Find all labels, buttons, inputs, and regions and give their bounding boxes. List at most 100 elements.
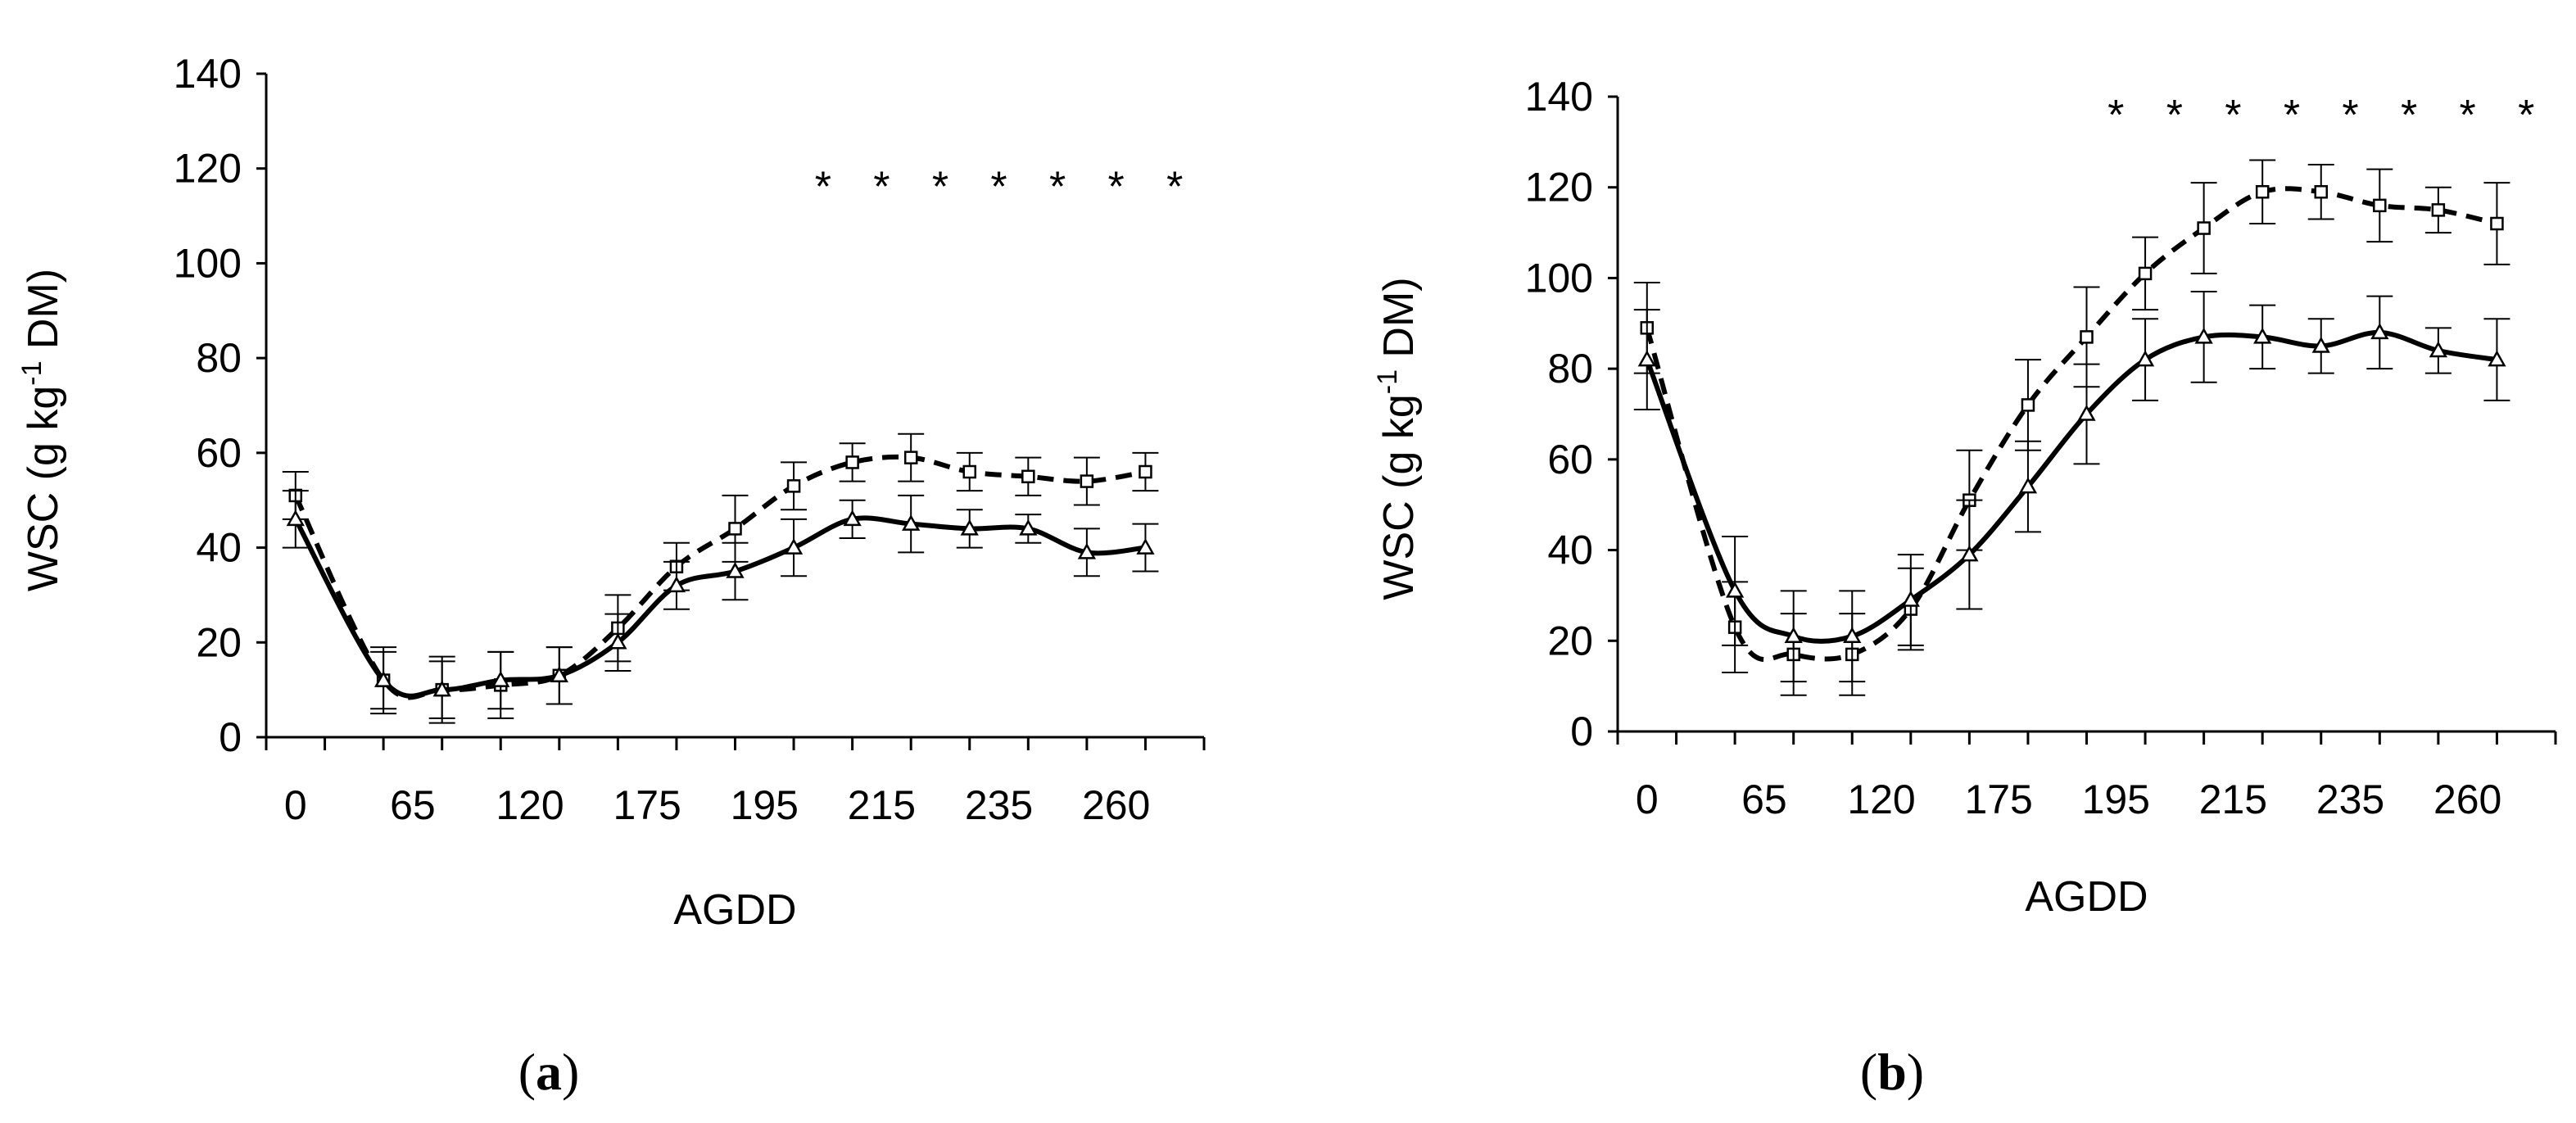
y-tick-label: 40: [196, 525, 242, 571]
data-point-triangle: [2370, 323, 2389, 340]
data-point-square: [728, 522, 742, 536]
y-tick-label: 0: [219, 714, 242, 760]
chart-panel-b: 0 20 40 60 80 100 120 140 0 65 120 175 195 215 235 260 A…: [1372, 74, 2557, 1101]
data-point-triangle: [609, 632, 627, 650]
y-tick-label: 100: [1525, 255, 1593, 301]
data-point-triangle: [1725, 581, 1745, 598]
significance-asterisk: *: [815, 164, 831, 211]
data-point-triangle: [373, 671, 393, 687]
data-point-triangle: [1843, 627, 1862, 643]
y-tick-label: 40: [1547, 528, 1593, 573]
y-tick-label: 0: [1570, 709, 1593, 754]
series-line-dashed-square: [293, 454, 1146, 700]
data-point-triangle: [902, 514, 921, 531]
x-tick-label: 65: [1741, 777, 1787, 822]
panel-label-close: ): [562, 1043, 579, 1101]
series-line-solid-triangle: [1644, 329, 2497, 644]
y-axis-title-suffix: DM): [20, 269, 67, 361]
significance-asterisk: *: [932, 164, 948, 211]
data-point-square: [2314, 185, 2328, 199]
data-point-triangle: [1784, 627, 1803, 643]
y-axis-title-superscript: -1: [16, 361, 48, 386]
significance-asterisk: *: [990, 164, 1007, 211]
chart-panel-a: 0 20 40 60 80 100 120 140 0 65 120 175 195 215 235 260 A…: [16, 51, 1206, 1101]
significance-asterisk: *: [2460, 92, 2476, 139]
data-point-square: [2197, 221, 2211, 235]
x-tick-label: 215: [2199, 777, 2267, 822]
data-point-triangle: [286, 509, 305, 527]
y-axis-title-main: WSC (g kg: [20, 386, 67, 591]
data-point-triangle: [432, 680, 451, 697]
data-point-triangle: [667, 576, 686, 593]
data-point-square: [2138, 266, 2153, 281]
x-tick-label: 0: [1636, 777, 1659, 822]
data-point-triangle: [2135, 350, 2155, 367]
significance-asterisk: *: [2107, 92, 2124, 139]
significance-asterisk: *: [2225, 92, 2241, 139]
data-point-triangle: [784, 538, 804, 555]
data-point-triangle: [1077, 542, 1097, 559]
significance-asterisk: *: [1166, 164, 1183, 211]
y-tick-label: 80: [1547, 346, 1593, 392]
x-axis-title: AGDD: [673, 886, 796, 934]
data-point-triangle: [2429, 341, 2448, 358]
x-tick-label: 175: [613, 782, 681, 828]
data-point-triangle: [960, 518, 979, 536]
series-dashed-square: [282, 432, 1159, 724]
x-tick-label: 195: [731, 782, 799, 828]
panel-label-open: (: [518, 1043, 536, 1101]
series-line-solid-triangle: [293, 515, 1146, 699]
series-solid-triangle: [282, 490, 1159, 719]
data-point-triangle: [2194, 327, 2213, 344]
data-point-triangle: [2488, 350, 2506, 367]
x-tick-label: 260: [2433, 777, 2501, 822]
series-solid-triangle: [1633, 291, 2510, 683]
data-point-square: [1139, 464, 1152, 479]
x-tick-label: 120: [496, 782, 564, 828]
data-point-square: [2080, 330, 2094, 344]
y-tick-label: 100: [174, 240, 242, 286]
series-line-dashed-square: [1644, 186, 2498, 663]
x-tick-label: 235: [965, 782, 1033, 828]
y-tick-label: 80: [196, 335, 242, 381]
data-point-triangle: [491, 671, 510, 687]
y-axis-title-main: WSC (g kg: [1375, 394, 1423, 600]
data-point-triangle: [2253, 327, 2272, 344]
significance-asterisk: *: [2518, 92, 2534, 139]
data-point-square: [2431, 203, 2446, 217]
significance-asterisk: *: [2166, 92, 2183, 139]
data-point-triangle: [2077, 404, 2096, 421]
data-point-triangle: [726, 561, 745, 578]
x-tick-label: 0: [284, 782, 307, 828]
data-point-square: [845, 455, 859, 469]
data-point-triangle: [1901, 590, 1920, 607]
panel-label-letter: a: [536, 1043, 562, 1101]
y-axis-title: WSC (g kg-1 DM): [16, 269, 67, 591]
y-axis-title: WSC (g kg-1 DM): [1372, 277, 1423, 600]
x-tick-label: 215: [848, 782, 916, 828]
y-axis-title-suffix: DM): [1375, 277, 1423, 369]
data-point-square: [2021, 398, 2035, 412]
y-tick-label: 140: [1525, 74, 1593, 120]
significance-asterisk: *: [1108, 164, 1125, 211]
significance-asterisk: *: [2342, 92, 2358, 139]
data-point-square: [1021, 469, 1035, 484]
y-tick-label: 140: [174, 51, 242, 97]
panel-label-open: (: [1860, 1043, 1877, 1101]
data-point-triangle: [1637, 350, 1656, 367]
y-tick-label: 120: [174, 146, 242, 192]
data-point-square: [786, 479, 801, 493]
x-tick-label: 175: [1964, 777, 2032, 822]
y-axis-title-superscript: -1: [1372, 369, 1403, 394]
x-tick-label: 65: [390, 782, 436, 828]
data-point-triangle: [2018, 477, 2038, 494]
significance-asterisk: *: [1049, 164, 1066, 211]
y-tick-label: 20: [1547, 618, 1593, 663]
data-point-triangle: [550, 666, 568, 683]
significance-asterisk: *: [873, 164, 890, 211]
y-tick-label: 20: [196, 619, 242, 665]
x-tick-label: 235: [2316, 777, 2384, 822]
panel-label: (b): [1860, 1043, 1924, 1101]
data-point-triangle: [1136, 538, 1155, 555]
